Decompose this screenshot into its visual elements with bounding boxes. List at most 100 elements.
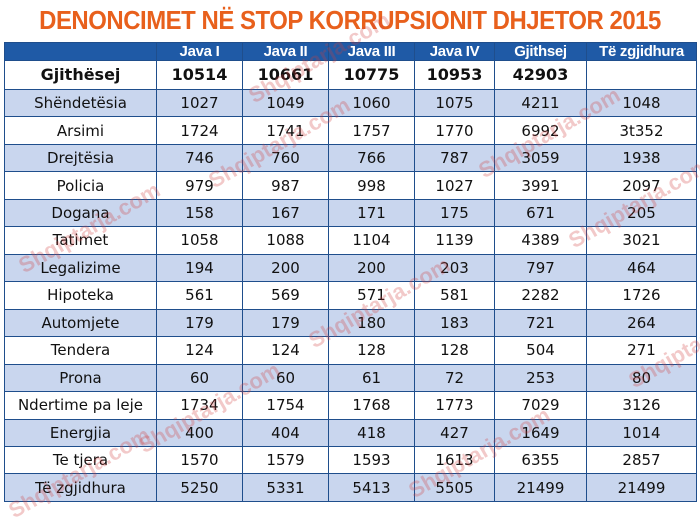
- table-row: Energjia 400 404 418 427 1649 1014: [4, 418, 697, 448]
- table-cell: 179: [242, 308, 329, 338]
- table-cell: 1726: [586, 281, 697, 310]
- table-cell: 167: [242, 198, 329, 228]
- table-cell: 124: [156, 336, 243, 365]
- table-cell: 1014: [586, 418, 697, 448]
- table-cell: 7029: [494, 391, 587, 420]
- table-cell: 5413: [328, 473, 415, 502]
- table-cell: 569: [242, 281, 329, 310]
- table-cell: 179: [156, 308, 243, 338]
- table-row: Legalizime 194 200 200 203 797 464: [4, 253, 697, 283]
- table-cell: 2857: [586, 445, 697, 475]
- table-cell: 1027: [414, 171, 495, 200]
- table-cell: 746: [156, 143, 243, 173]
- table-cell: 5331: [242, 473, 329, 502]
- row-label: Shëndetësia: [4, 88, 157, 118]
- table-row: Prona 60 60 61 72 253 80: [4, 363, 697, 393]
- table-cell: 80: [586, 363, 697, 393]
- table-cell: 787: [414, 143, 495, 173]
- table-cell: 1724: [156, 116, 243, 145]
- table-cell: 1060: [328, 88, 415, 118]
- table-cell: 2097: [586, 171, 697, 200]
- table-cell: 264: [586, 308, 697, 338]
- table-cell: 721: [494, 308, 587, 338]
- table-cell: 128: [328, 336, 415, 365]
- complaints-table: Java I Java II Java III Java IV Gjithsej…: [4, 42, 697, 502]
- page-title: DENONCIMET NË STOP KORRUPSIONIT DHJETOR …: [39, 5, 661, 35]
- table-cell: 21499: [494, 473, 587, 502]
- column-header: [4, 42, 157, 61]
- table-row: Automjete 179 179 180 183 721 264: [4, 308, 697, 338]
- table-cell: 10775: [328, 60, 415, 90]
- row-label: Tendera: [4, 336, 157, 365]
- table-cell: 4211: [494, 88, 587, 118]
- table-cell: 1104: [328, 226, 415, 255]
- table-row: Dogana 158 167 171 175 671 205: [4, 198, 697, 228]
- table-cell: 203: [414, 253, 495, 283]
- table-cell: 1088: [242, 226, 329, 255]
- table-cell: 4389: [494, 226, 587, 255]
- table-cell: 1649: [494, 418, 587, 448]
- row-label: Hipoteka: [4, 281, 157, 310]
- total-row: Gjithësej 10514 10661 10775 10953 42903: [4, 60, 697, 90]
- table-cell: 253: [494, 363, 587, 393]
- table-cell: 175: [414, 198, 495, 228]
- table-row: Te tjera 1570 1579 1593 1613 6355 2857: [4, 445, 697, 475]
- table-row: Ndertime pa leje 1734 1754 1768 1773 7029 3126: [4, 391, 697, 420]
- table-cell: 2282: [494, 281, 587, 310]
- table-row: Tendera 124 124 128 128 504 271: [4, 336, 697, 365]
- column-header: Java IV: [414, 42, 495, 61]
- row-label: Ndertime pa leje: [4, 391, 157, 420]
- table-cell: 3991: [494, 171, 587, 200]
- table-cell: 1754: [242, 391, 329, 420]
- table-cell: 1938: [586, 143, 697, 173]
- row-label: Arsimi: [4, 116, 157, 145]
- table-cell: 3126: [586, 391, 697, 420]
- table-cell: 1579: [242, 445, 329, 475]
- table-cell: 271: [586, 336, 697, 365]
- table-cell: [586, 60, 697, 90]
- table-cell: 1773: [414, 391, 495, 420]
- table-row: Tatimet 1058 1088 1104 1139 4389 3021: [4, 226, 697, 255]
- table-cell: 10514: [156, 60, 243, 90]
- table-cell: 1049: [242, 88, 329, 118]
- column-header: Java III: [328, 42, 415, 61]
- table-row: Policia 979 987 998 1027 3991 2097: [4, 171, 697, 200]
- table-cell: 504: [494, 336, 587, 365]
- table-cell: 5250: [156, 473, 243, 502]
- table-cell: 581: [414, 281, 495, 310]
- table-cell: 400: [156, 418, 243, 448]
- table-cell: 158: [156, 198, 243, 228]
- table-cell: 3021: [586, 226, 697, 255]
- table-row: Hipoteka 561 569 571 581 2282 1726: [4, 281, 697, 310]
- table-cell: 183: [414, 308, 495, 338]
- row-label: Energjia: [4, 418, 157, 448]
- row-label: Te tjera: [4, 445, 157, 475]
- row-label: Legalizime: [4, 253, 157, 283]
- table-cell: 61: [328, 363, 415, 393]
- table-cell: 1613: [414, 445, 495, 475]
- table-cell: 1593: [328, 445, 415, 475]
- table-cell: 671: [494, 198, 587, 228]
- table-cell: 998: [328, 171, 415, 200]
- table-cell: 200: [242, 253, 329, 283]
- table-cell: 1048: [586, 88, 697, 118]
- table-cell: 10953: [414, 60, 495, 90]
- table-cell: 180: [328, 308, 415, 338]
- row-label: Prona: [4, 363, 157, 393]
- table-row: Drejtësia 746 760 766 787 3059 1938: [4, 143, 697, 173]
- table-cell: 72: [414, 363, 495, 393]
- table-row: Shëndetësia 1027 1049 1060 1075 4211 1048: [4, 88, 697, 118]
- table-cell: 171: [328, 198, 415, 228]
- table-cell: 404: [242, 418, 329, 448]
- table-cell: 766: [328, 143, 415, 173]
- table-cell: 3t352: [586, 116, 697, 145]
- table-cell: 205: [586, 198, 697, 228]
- row-label: Dogana: [4, 198, 157, 228]
- table-cell: 21499: [586, 473, 697, 502]
- table-cell: 5505: [414, 473, 495, 502]
- table-cell: 194: [156, 253, 243, 283]
- column-header: Gjithsej: [494, 42, 587, 61]
- table-cell: 124: [242, 336, 329, 365]
- table-cell: 200: [328, 253, 415, 283]
- table-row: Të zgjidhura 5250 5331 5413 5505 21499 21499: [4, 473, 697, 502]
